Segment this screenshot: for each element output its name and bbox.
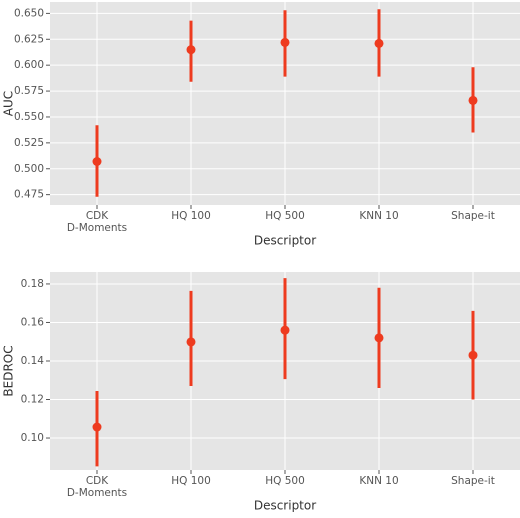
x-tick-label: Shape-it xyxy=(451,475,495,487)
x-tick-label: HQ 500 xyxy=(265,210,305,222)
y-tick-label: 0.575 xyxy=(14,85,44,97)
y-tick-label: 0.550 xyxy=(14,111,44,123)
x-axis-title: Descriptor xyxy=(254,499,316,513)
x-tick-label: KNN 10 xyxy=(359,475,398,487)
x-tick-label: CDK D-Moments xyxy=(67,475,127,499)
point xyxy=(186,337,196,347)
point xyxy=(92,422,102,432)
point xyxy=(468,350,478,360)
y-tick-label: 0.10 xyxy=(21,432,44,444)
point xyxy=(92,157,102,166)
y-tick-label: 0.500 xyxy=(14,163,44,175)
x-tick-label: HQ 500 xyxy=(265,475,305,487)
x-tick-label: Shape-it xyxy=(451,210,495,222)
y-tick-label: 0.650 xyxy=(14,7,44,19)
point xyxy=(186,45,196,55)
x-tick-label: KNN 10 xyxy=(359,210,398,222)
y-tick-label: 0.525 xyxy=(14,137,44,149)
y-axis-title: BEDROC xyxy=(2,345,16,396)
x-tick-label: CDK D-Moments xyxy=(67,210,127,234)
point xyxy=(280,325,290,335)
y-tick-label: 0.16 xyxy=(21,316,45,328)
y-tick-label: 0.625 xyxy=(14,33,44,45)
y-tick-label: 0.14 xyxy=(21,355,45,367)
point xyxy=(468,95,478,105)
y-tick-label: 0.18 xyxy=(21,278,44,290)
y-axis-title: AUC xyxy=(2,91,16,116)
point xyxy=(374,38,384,48)
point xyxy=(280,37,290,47)
y-tick-label: 0.12 xyxy=(21,394,44,406)
x-axis-title: Descriptor xyxy=(254,234,316,248)
x-tick-label: HQ 100 xyxy=(171,210,211,222)
point xyxy=(374,333,384,343)
y-tick-label: 0.475 xyxy=(14,189,44,201)
x-tick-label: HQ 100 xyxy=(171,475,211,487)
y-tick-label: 0.600 xyxy=(14,59,44,71)
